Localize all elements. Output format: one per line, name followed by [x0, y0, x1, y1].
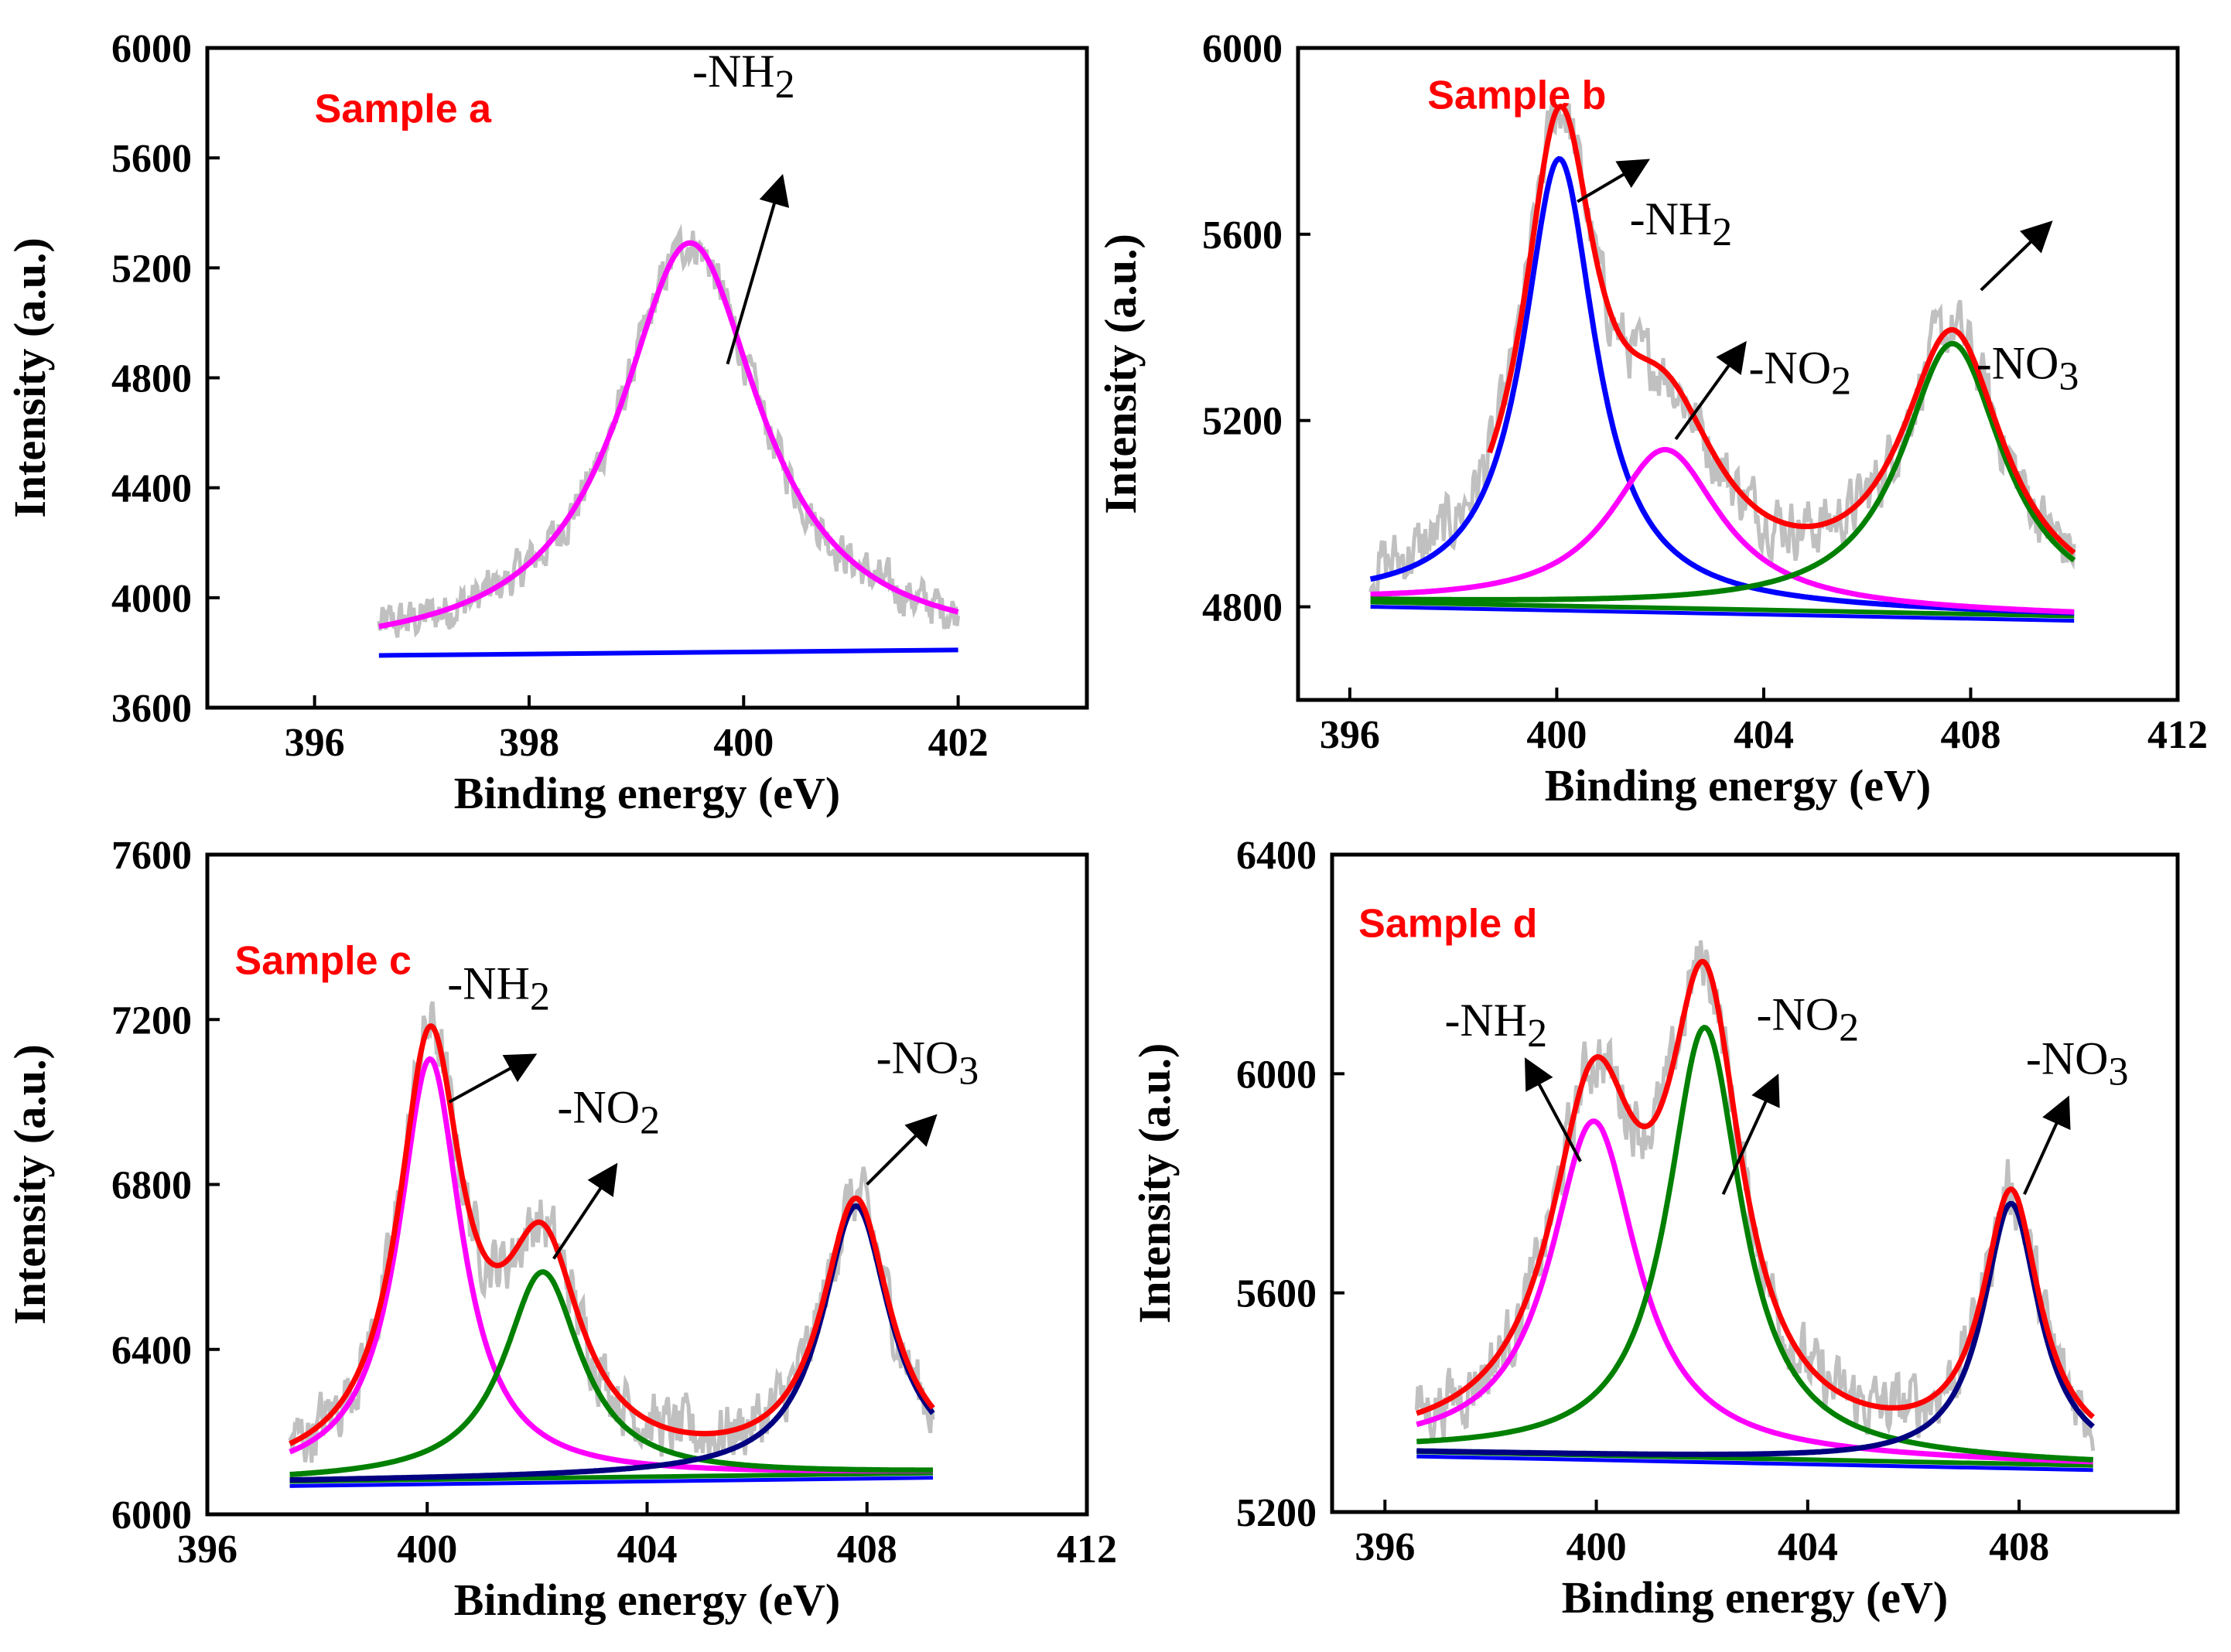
- y-tick-label: 6800: [111, 1164, 192, 1208]
- x-tick-label: 404: [1778, 1525, 1838, 1569]
- x-tick-label: 400: [1566, 1525, 1627, 1569]
- annotation-arrow: [2023, 1095, 2071, 1195]
- y-tick-label: 6000: [111, 1493, 192, 1538]
- baseline-line: [1370, 599, 2075, 619]
- envelope-line: [289, 1023, 935, 1446]
- x-tick-label: 404: [1734, 713, 1794, 757]
- envelope-line: [1416, 958, 2096, 1419]
- annotation-arrow: [1524, 1057, 1582, 1162]
- x-tick-label: 402: [928, 721, 989, 765]
- baseline-line-blue: [1370, 605, 2075, 623]
- annotation-arrow: [1980, 220, 2053, 292]
- y-tick-label: 4000: [111, 577, 192, 621]
- peak-no2-line: [1416, 1024, 2094, 1463]
- x-axis-title: Binding energy (eV): [1545, 760, 1931, 811]
- y-tick-label: 5200: [111, 247, 192, 291]
- annotation-label: -NH2: [1444, 995, 1547, 1056]
- plot-frame: [1330, 852, 2180, 1514]
- x-tick-label: 408: [1989, 1525, 2049, 1569]
- y-tick-label: 6400: [1236, 834, 1317, 878]
- x-tick-label: 396: [285, 721, 345, 765]
- y-tick-label: 6000: [111, 27, 192, 71]
- baseline-line-blue: [1416, 1454, 2093, 1473]
- annotation-label: -NH2: [1630, 193, 1733, 254]
- sample-label: Sample a: [315, 87, 492, 131]
- x-tick-label: 398: [499, 721, 559, 765]
- panel-b: 396 400 404 408 412 4800 5200 5600 6000 Binding e…: [1095, 27, 2208, 811]
- peak-no3-line: [1370, 340, 2076, 602]
- annotation-arrow: [726, 173, 790, 365]
- y-tick-label: 3600: [111, 687, 192, 731]
- annotation-label: -NO3: [876, 1032, 979, 1094]
- annotation-label: -NO2: [1756, 989, 1859, 1050]
- x-tick-label: 404: [617, 1527, 678, 1572]
- annotation-label: -NH2: [692, 46, 795, 107]
- peak-nh2-line: [1416, 1118, 2093, 1465]
- peak-no2-line: [289, 1269, 933, 1477]
- x-tick-label: 412: [2147, 713, 2208, 757]
- peak-no2-line: [1370, 446, 2075, 615]
- y-tick-label: 5600: [1236, 1272, 1317, 1316]
- y-tick-label: 5600: [111, 137, 192, 181]
- y-tick-label: 7200: [111, 998, 192, 1043]
- y-tick-label: 6000: [1236, 1053, 1317, 1097]
- y-tick-label: 5200: [1236, 1491, 1317, 1535]
- panel-d: 396 400 404 408 5200 5600 6000 6400 Binding ener…: [1129, 834, 2180, 1623]
- plot-frame: [1296, 46, 2180, 702]
- annotation-label: -NO3: [2026, 1032, 2129, 1094]
- annotation-arrow: [1721, 1073, 1780, 1196]
- y-tick-label: 6000: [1202, 27, 1283, 71]
- x-tick-label: 408: [1940, 713, 2000, 757]
- x-tick-label: 396: [177, 1527, 237, 1572]
- y-axis-title: Intensity (a.u.): [1095, 234, 1146, 514]
- annotation-label: -NO3: [1976, 338, 2079, 399]
- y-axis-title: Intensity (a.u.): [1129, 1043, 1180, 1324]
- annotation-arrow: [552, 1162, 618, 1260]
- y-axis-title: Intensity (a.u.): [5, 237, 55, 518]
- x-tick-label: 412: [1057, 1527, 1117, 1572]
- x-tick-label: 396: [1320, 713, 1380, 757]
- annotation-arrow: [448, 1053, 538, 1104]
- annotation-label: -NO2: [557, 1082, 660, 1143]
- annotation-arrow: [866, 1114, 938, 1186]
- panel-a: 396 398 400 402 3600 4000 4400 4800 5200 5600 6000…: [5, 27, 1089, 818]
- peak-no3-line: [1416, 1200, 2095, 1457]
- y-tick-label: 5200: [1202, 400, 1283, 444]
- y-tick-label: 7600: [111, 834, 192, 878]
- y-tick-label: 4400: [111, 467, 192, 511]
- raw-data-line: [288, 1001, 935, 1463]
- annotation-label: -NH2: [447, 958, 550, 1019]
- sample-label: Sample d: [1358, 901, 1537, 946]
- baseline-line: [378, 647, 958, 658]
- x-tick-label: 396: [1355, 1525, 1415, 1569]
- x-tick-label: 400: [397, 1527, 457, 1572]
- x-axis-title: Binding energy (eV): [454, 768, 840, 818]
- annotation-arrow: [1577, 159, 1651, 203]
- y-axis-title: Intensity (a.u.): [5, 1044, 55, 1325]
- y-tick-label: 4800: [1202, 586, 1283, 630]
- envelope-line: [1487, 104, 2076, 555]
- raw-data-line: [377, 224, 961, 638]
- sample-label: Sample c: [235, 939, 412, 984]
- annotation-label: -NO2: [1748, 343, 1851, 404]
- x-tick-label: 408: [837, 1527, 897, 1572]
- raw-data-line: [1368, 102, 2076, 606]
- peak-nh2-line: [378, 240, 959, 630]
- x-axis-title: Binding energy (eV): [454, 1575, 840, 1625]
- baseline-line-blue: [289, 1476, 934, 1488]
- y-tick-label: 5600: [1202, 213, 1283, 258]
- annotation-arrow: [1674, 340, 1747, 440]
- x-axis-title: Binding energy (eV): [1562, 1572, 1948, 1623]
- x-tick-label: 400: [713, 721, 774, 765]
- y-tick-label: 6400: [111, 1329, 192, 1373]
- panel-c: 396 400 404 408 412 6000 6400 6800 7200 7600 Bindi…: [5, 834, 1117, 1625]
- y-tick-label: 4800: [111, 357, 192, 401]
- sample-label: Sample b: [1427, 73, 1606, 118]
- x-tick-label: 400: [1526, 713, 1587, 757]
